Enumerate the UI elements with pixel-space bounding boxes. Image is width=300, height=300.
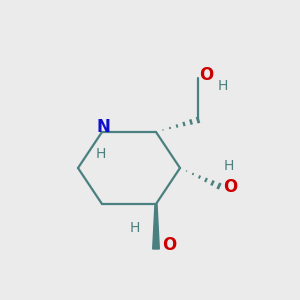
Text: H: H bbox=[218, 79, 228, 92]
Text: O: O bbox=[224, 178, 238, 196]
Text: H: H bbox=[130, 221, 140, 235]
Text: O: O bbox=[162, 236, 176, 253]
Text: N: N bbox=[97, 118, 110, 136]
Text: H: H bbox=[95, 148, 106, 161]
Text: O: O bbox=[200, 66, 214, 84]
Text: H: H bbox=[224, 160, 234, 173]
Polygon shape bbox=[153, 204, 159, 249]
